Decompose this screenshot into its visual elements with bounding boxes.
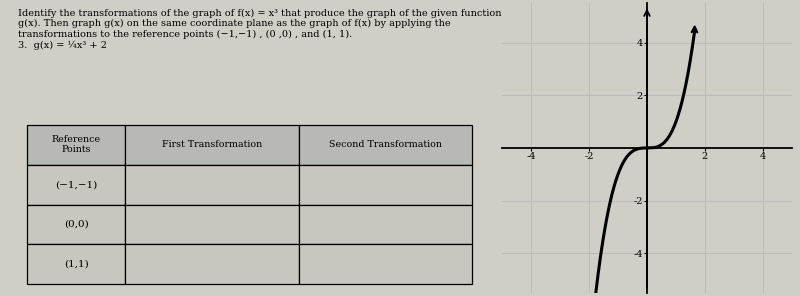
Bar [298, 244, 472, 284]
Text: (−1,−1): (−1,−1) [55, 180, 98, 189]
Bar [27, 205, 125, 244]
Text: Identify the transformations of the graph of f(x) = x³ that produce the graph of: Identify the transformations of the grap… [18, 9, 501, 50]
Text: Second Transformation: Second Transformation [329, 140, 442, 149]
Text: First Transformation: First Transformation [162, 140, 262, 149]
Bar [298, 125, 472, 165]
Bar [125, 205, 298, 244]
Bar [125, 165, 298, 205]
Bar [298, 165, 472, 205]
Bar [27, 125, 125, 165]
Bar [27, 244, 125, 284]
Text: (0,0): (0,0) [64, 220, 89, 229]
Text: (1,1): (1,1) [64, 260, 89, 269]
Text: Reference
Points: Reference Points [51, 135, 101, 155]
Bar [125, 125, 298, 165]
Bar [125, 244, 298, 284]
Bar [27, 165, 125, 205]
Bar [298, 205, 472, 244]
